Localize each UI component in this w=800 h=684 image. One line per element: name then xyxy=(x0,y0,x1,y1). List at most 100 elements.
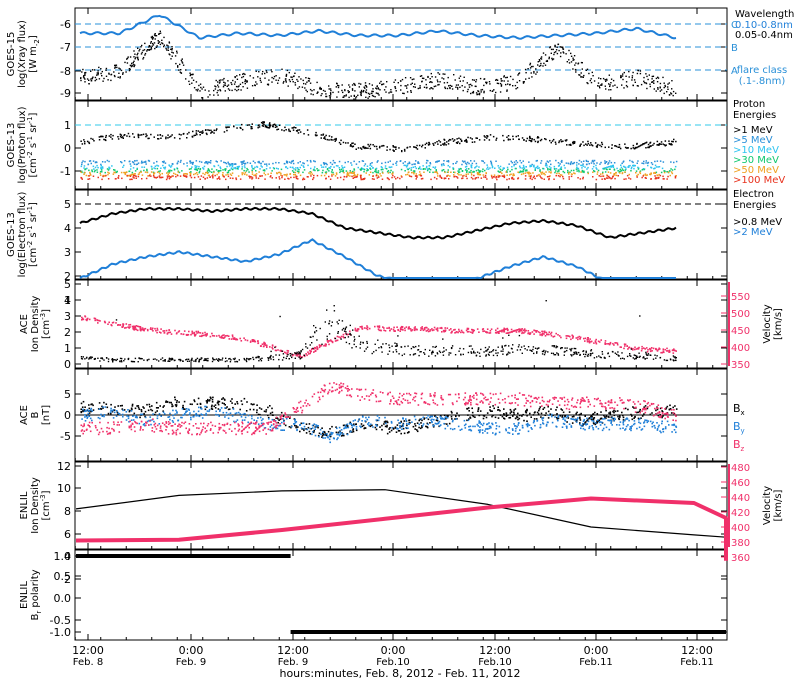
data-point xyxy=(652,76,653,77)
data-point xyxy=(343,334,345,336)
data-point xyxy=(640,173,642,175)
data-point xyxy=(222,337,224,339)
data-point xyxy=(343,97,344,98)
data-point xyxy=(447,82,448,83)
data-point xyxy=(130,165,132,167)
data-point xyxy=(385,330,387,332)
data-point xyxy=(501,351,502,352)
data-point xyxy=(341,336,343,338)
y-tick-label: 4 xyxy=(64,222,71,235)
data-point xyxy=(467,89,468,90)
data-point xyxy=(297,426,299,428)
data-point xyxy=(597,85,598,86)
data-point xyxy=(97,70,98,71)
data-point xyxy=(209,130,211,132)
data-point xyxy=(640,145,642,147)
data-point xyxy=(199,335,201,337)
y-tick-label: -8 xyxy=(60,65,71,78)
data-point xyxy=(135,58,136,59)
data-point xyxy=(570,144,572,146)
data-point xyxy=(498,165,500,167)
data-point xyxy=(546,300,547,301)
data-point xyxy=(545,163,547,165)
data-point xyxy=(513,178,515,180)
data-point xyxy=(587,341,589,343)
data-point xyxy=(511,177,513,179)
data-point xyxy=(589,338,591,340)
data-point xyxy=(472,330,474,332)
data-point xyxy=(537,412,539,414)
y-tick-label: -1.0 xyxy=(50,626,71,639)
data-point xyxy=(344,331,345,332)
data-point xyxy=(362,160,364,162)
data-point xyxy=(662,77,663,78)
data-point xyxy=(133,62,134,63)
data-point xyxy=(579,355,580,356)
data-point xyxy=(305,77,306,78)
data-point xyxy=(399,330,401,332)
data-point xyxy=(643,163,645,165)
data-point xyxy=(375,171,377,173)
data-point xyxy=(356,149,358,151)
data-point xyxy=(111,165,113,167)
data-point xyxy=(634,79,635,80)
data-point xyxy=(167,177,169,179)
data-point xyxy=(369,328,371,330)
data-point xyxy=(405,85,406,86)
data-point xyxy=(458,138,460,140)
data-point xyxy=(331,174,333,176)
data-point xyxy=(412,79,413,80)
data-point xyxy=(512,79,513,80)
data-point xyxy=(133,175,135,177)
data-point xyxy=(329,428,331,430)
data-point xyxy=(295,82,296,83)
data-point xyxy=(328,176,330,178)
data-point xyxy=(598,355,599,356)
data-point xyxy=(223,86,224,87)
data-point xyxy=(84,315,86,317)
data-point xyxy=(507,77,508,78)
data-point xyxy=(217,85,218,86)
data-point xyxy=(410,77,411,78)
data-point xyxy=(424,328,426,330)
data-point xyxy=(151,166,153,168)
data-point xyxy=(670,168,672,170)
data-point xyxy=(485,331,487,333)
data-point xyxy=(443,347,444,348)
data-point xyxy=(598,77,599,78)
data-point xyxy=(212,176,214,178)
data-point xyxy=(118,73,119,74)
data-point xyxy=(372,95,373,96)
data-point xyxy=(465,166,467,168)
data-point xyxy=(587,69,588,70)
data-point xyxy=(231,168,233,170)
data-point xyxy=(250,341,252,343)
data-point xyxy=(132,65,133,66)
data-point xyxy=(241,164,243,166)
data-point xyxy=(256,83,257,84)
data-point xyxy=(126,171,128,173)
data-point xyxy=(625,147,627,149)
data-point xyxy=(616,175,618,177)
data-point xyxy=(647,165,649,167)
data-point xyxy=(546,165,548,167)
data-point xyxy=(641,350,643,352)
data-point xyxy=(169,329,171,331)
data-point xyxy=(646,347,648,349)
data-point xyxy=(572,143,574,145)
data-point xyxy=(366,172,368,174)
data-point xyxy=(325,93,326,94)
data-point xyxy=(313,160,315,162)
data-point xyxy=(429,88,430,89)
data-point xyxy=(284,352,286,354)
data-point xyxy=(195,167,197,169)
data-point xyxy=(554,354,555,355)
data-point xyxy=(650,355,651,356)
data-point xyxy=(547,176,549,178)
data-point xyxy=(284,163,286,165)
data-point xyxy=(141,161,143,163)
data-point xyxy=(223,176,225,178)
data-point xyxy=(484,162,486,164)
data-point xyxy=(382,343,383,344)
